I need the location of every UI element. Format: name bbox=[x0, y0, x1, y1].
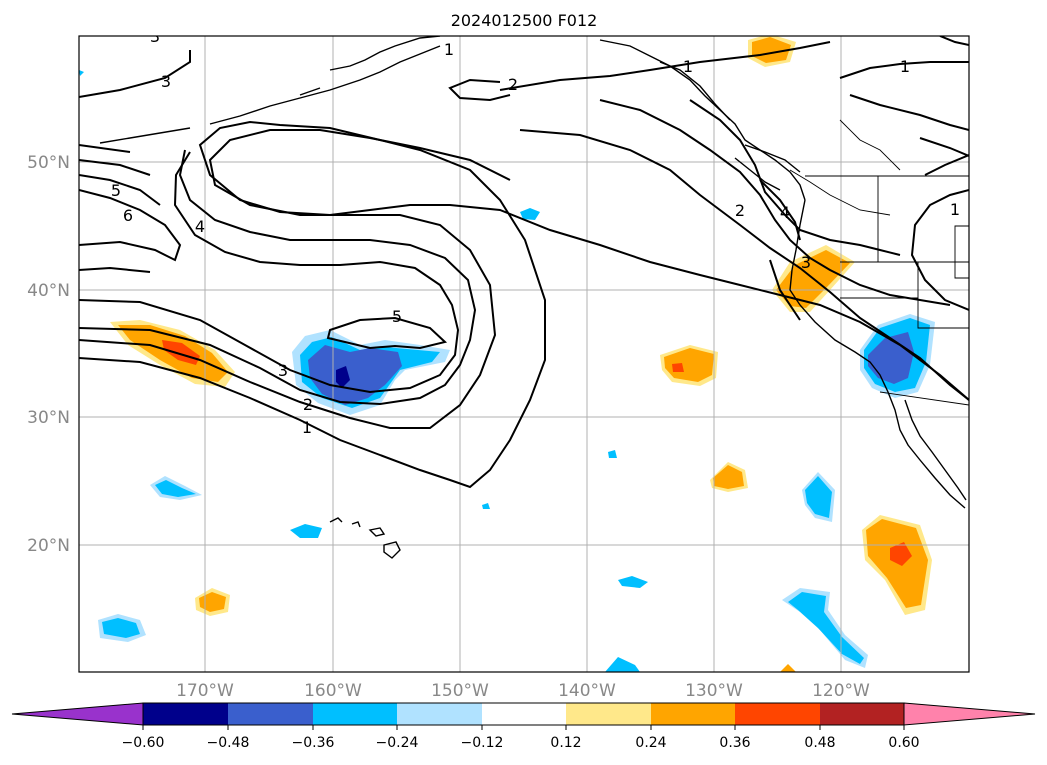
contour-label: 1 bbox=[683, 57, 693, 76]
colorbar-right-arrow bbox=[903, 702, 1036, 726]
longitude-labels: 170°W 160°W 150°W 140°W 130°W 120°W bbox=[176, 681, 870, 701]
colorbar-tick-label: −0.36 bbox=[292, 735, 335, 751]
colorbar-tick-label: −0.60 bbox=[122, 735, 165, 751]
lat-label: 40°N bbox=[27, 281, 70, 301]
colorbar-segment bbox=[313, 703, 397, 725]
colorbar-tick-label: −0.48 bbox=[207, 735, 250, 751]
colorbar-segment bbox=[735, 703, 820, 725]
contour-label: 2 bbox=[735, 201, 745, 220]
contour-label: 4 bbox=[780, 203, 790, 222]
contour-label: 6 bbox=[123, 206, 133, 225]
colorbar-tick-label: 0.60 bbox=[888, 735, 919, 751]
colorbar-segment bbox=[397, 703, 482, 725]
contour-label: 3 bbox=[801, 253, 811, 272]
lon-label: 140°W bbox=[558, 681, 616, 701]
colorbar-segment bbox=[482, 703, 566, 725]
colorbar-segment bbox=[651, 703, 735, 725]
contours bbox=[79, 36, 969, 489]
contour-label: 1 bbox=[950, 200, 960, 219]
contour-label: 1 bbox=[302, 418, 312, 437]
contour-label: 3 bbox=[278, 361, 288, 380]
colorbar-tick-label: 0.36 bbox=[719, 735, 750, 751]
lon-label: 170°W bbox=[176, 681, 234, 701]
lat-label: 20°N bbox=[27, 536, 70, 556]
contour-label: 3 bbox=[150, 27, 160, 46]
contour-label: 5 bbox=[392, 307, 402, 326]
contour-label: 2 bbox=[508, 75, 518, 94]
map-area: 1 1 1 1 1 2 2 2 3 3 3 3 4 4 5 5 6 bbox=[79, 27, 969, 672]
colorbar-segment bbox=[143, 703, 228, 725]
contour-label: 2 bbox=[303, 395, 313, 414]
coastlines bbox=[99, 36, 967, 559]
contour-label: 3 bbox=[161, 72, 171, 91]
lon-label: 150°W bbox=[431, 681, 489, 701]
graticule bbox=[79, 36, 969, 672]
colorbar-tick-label: −0.12 bbox=[461, 735, 504, 751]
lon-label: 120°W bbox=[812, 681, 870, 701]
lon-label: 130°W bbox=[685, 681, 743, 701]
map-frame bbox=[78, 35, 970, 673]
colorbar-segment bbox=[566, 703, 651, 725]
latitude-labels: 50°N 40°N 30°N 20°N bbox=[27, 153, 70, 556]
colorbar-tick-label: 0.24 bbox=[635, 735, 666, 751]
contour-label: 1 bbox=[900, 57, 910, 76]
colorbar-tick-label: −0.24 bbox=[376, 735, 419, 751]
lat-label: 30°N bbox=[27, 408, 70, 428]
shaded-anomalies bbox=[79, 36, 935, 672]
contour-label: 1 bbox=[444, 40, 454, 59]
colorbar-left-arrow bbox=[11, 702, 144, 726]
colorbar: −0.60 −0.48 −0.36 −0.24 −0.12 0.12 0.24 … bbox=[11, 702, 1036, 751]
contour-labels: 1 1 1 1 1 2 2 2 3 3 3 3 4 4 5 5 6 bbox=[111, 27, 960, 437]
colorbar-segment bbox=[228, 703, 313, 725]
contour-label: 5 bbox=[111, 181, 121, 200]
colorbar-tick-label: 0.12 bbox=[550, 735, 581, 751]
contour-label: 4 bbox=[195, 217, 205, 236]
colorbar-segment bbox=[820, 703, 904, 725]
lat-label: 50°N bbox=[27, 153, 70, 173]
colorbar-tick-label: 0.48 bbox=[804, 735, 835, 751]
map-title: 2024012500 F012 bbox=[451, 11, 598, 30]
lon-label: 160°W bbox=[304, 681, 362, 701]
